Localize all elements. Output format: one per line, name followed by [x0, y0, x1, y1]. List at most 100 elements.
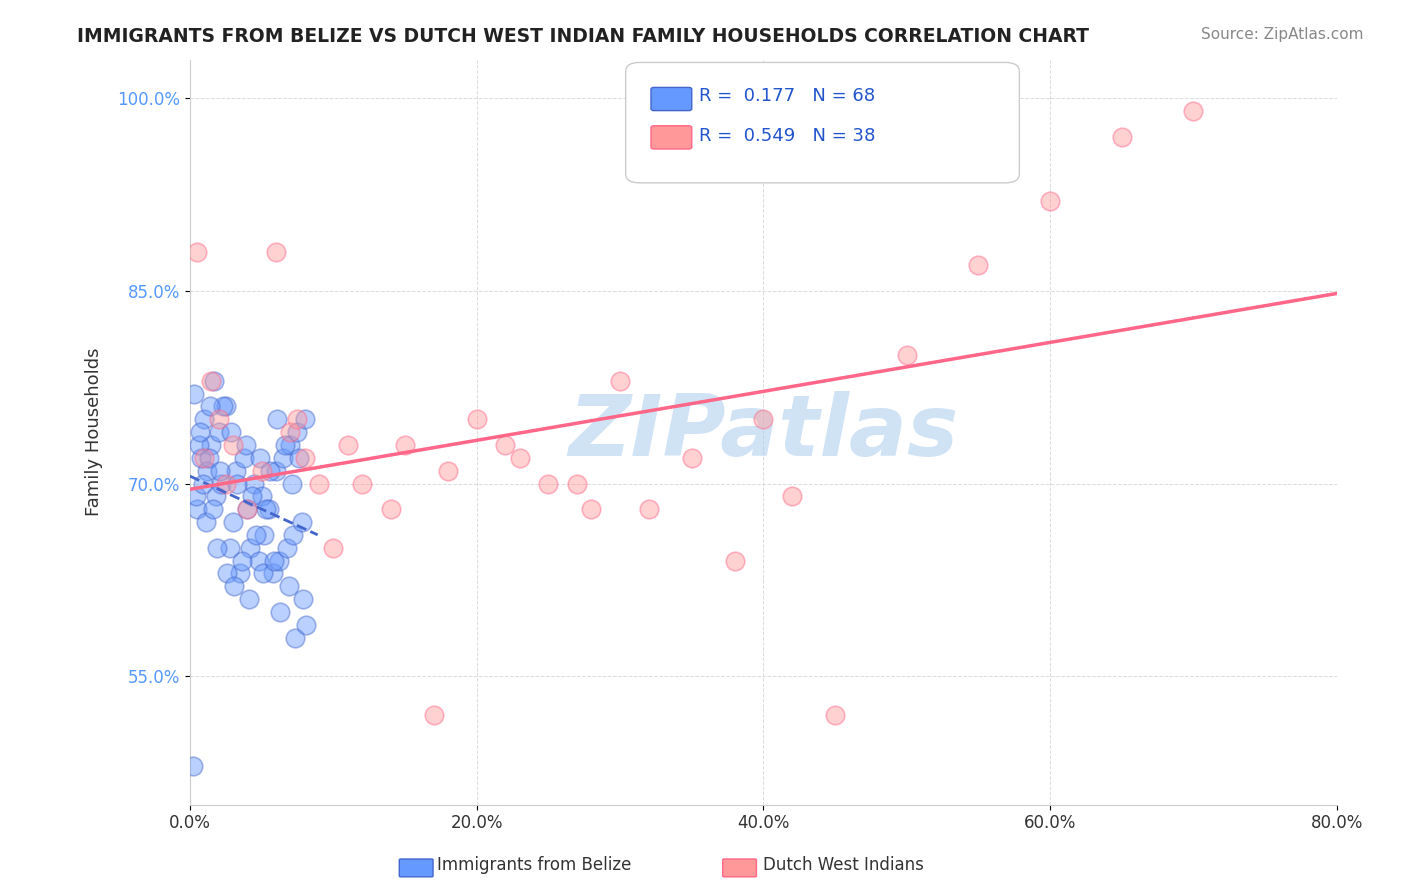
Point — [780, 489, 803, 503]
Point — [207, 412, 229, 426]
Point — [245, 528, 267, 542]
Point — [509, 450, 531, 465]
Point — [609, 374, 631, 388]
Point — [187, 438, 209, 452]
Point — [283, 631, 305, 645]
Point — [308, 476, 330, 491]
Point — [247, 553, 270, 567]
Point — [380, 502, 402, 516]
Point — [222, 515, 245, 529]
Point — [193, 412, 215, 426]
Point — [221, 425, 243, 439]
Point — [201, 502, 224, 516]
Text: Dutch West Indians: Dutch West Indians — [763, 856, 924, 874]
Point — [681, 450, 703, 465]
Point — [205, 541, 228, 555]
Point — [197, 450, 219, 465]
Point — [322, 541, 344, 555]
Point — [194, 515, 217, 529]
Point — [967, 258, 990, 272]
Point — [198, 400, 221, 414]
Point — [191, 476, 214, 491]
Point — [243, 476, 266, 491]
Point — [278, 438, 301, 452]
Point — [217, 566, 239, 581]
Point — [188, 425, 211, 439]
Point — [250, 464, 273, 478]
Point — [229, 566, 252, 581]
Point — [824, 707, 846, 722]
Point — [215, 400, 238, 414]
Point — [239, 541, 262, 555]
Point — [422, 707, 444, 722]
Text: Immigrants from Belize: Immigrants from Belize — [437, 856, 631, 874]
Point — [212, 400, 235, 414]
Point — [257, 502, 280, 516]
Point — [287, 412, 309, 426]
Point — [437, 464, 460, 478]
Point — [291, 515, 314, 529]
Point — [264, 464, 287, 478]
Text: Source: ZipAtlas.com: Source: ZipAtlas.com — [1201, 27, 1364, 42]
Point — [281, 528, 304, 542]
Point — [193, 450, 215, 465]
Point — [222, 438, 245, 452]
Point — [225, 464, 247, 478]
Point — [211, 476, 233, 491]
Point — [240, 489, 263, 503]
Point — [235, 438, 257, 452]
Point — [224, 579, 246, 593]
Point — [186, 502, 208, 516]
Text: R =  0.177   N = 68: R = 0.177 N = 68 — [699, 87, 875, 105]
Point — [183, 386, 205, 401]
Point — [236, 502, 259, 516]
Point — [494, 438, 516, 452]
Point — [896, 348, 918, 362]
Point — [250, 489, 273, 503]
Point — [565, 476, 588, 491]
Point — [264, 245, 287, 260]
Point — [723, 553, 745, 567]
Point — [295, 617, 318, 632]
Point — [252, 566, 274, 581]
Point — [207, 425, 229, 439]
Point — [186, 245, 208, 260]
Text: R =  0.549   N = 38: R = 0.549 N = 38 — [699, 127, 875, 145]
Point — [276, 541, 298, 555]
Point — [336, 438, 359, 452]
Point — [537, 476, 560, 491]
Point — [219, 541, 242, 555]
Point — [254, 502, 277, 516]
Point — [204, 489, 226, 503]
Point — [259, 464, 281, 478]
Point — [637, 502, 659, 516]
Point — [269, 605, 291, 619]
Point — [215, 476, 238, 491]
Point — [287, 425, 309, 439]
Point — [226, 476, 249, 491]
Point — [581, 502, 603, 516]
Point — [233, 450, 256, 465]
Point — [238, 592, 260, 607]
Point — [1111, 129, 1133, 144]
Point — [294, 412, 316, 426]
Y-axis label: Family Households: Family Households — [86, 348, 103, 516]
Point — [200, 374, 222, 388]
Point — [465, 412, 488, 426]
Point — [236, 502, 259, 516]
Point — [190, 450, 212, 465]
Text: IMMIGRANTS FROM BELIZE VS DUTCH WEST INDIAN FAMILY HOUSEHOLDS CORRELATION CHART: IMMIGRANTS FROM BELIZE VS DUTCH WEST IND… — [77, 27, 1090, 45]
Point — [273, 438, 295, 452]
Point — [1182, 103, 1205, 118]
Point — [278, 425, 301, 439]
Point — [195, 464, 218, 478]
Point — [280, 476, 302, 491]
Point — [350, 476, 373, 491]
Point — [181, 759, 204, 773]
Point — [263, 553, 285, 567]
Text: ZIPatlas: ZIPatlas — [568, 391, 959, 474]
Point — [1039, 194, 1062, 208]
Point — [208, 464, 231, 478]
Point — [262, 566, 284, 581]
Point — [249, 450, 271, 465]
